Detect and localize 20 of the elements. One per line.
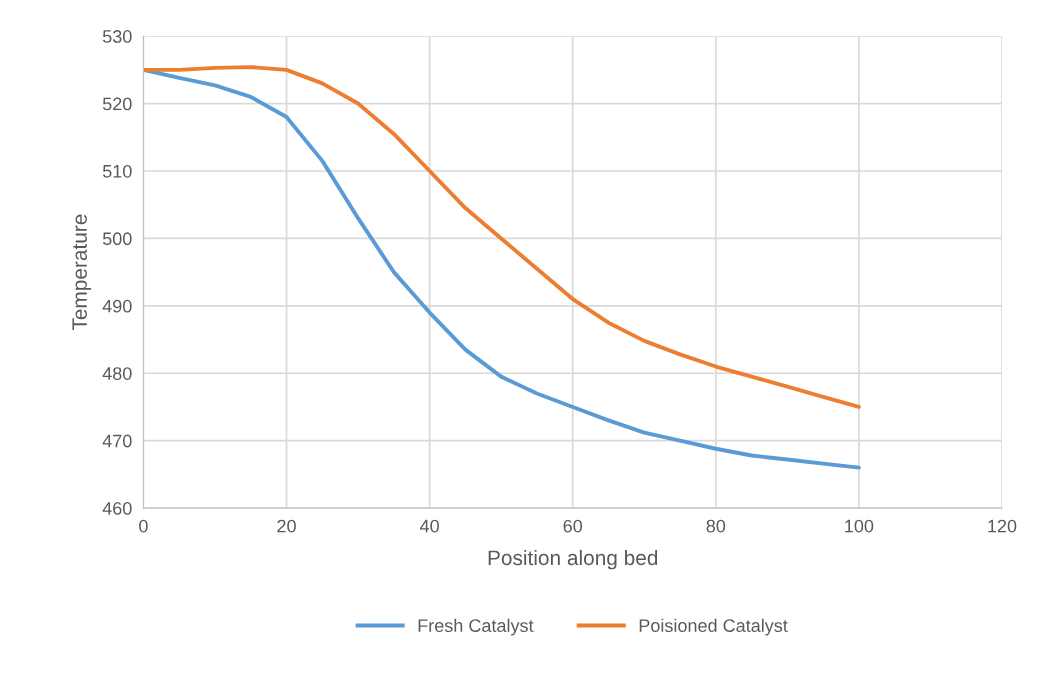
y-tick-label: 470 xyxy=(102,434,132,448)
x-axis-title: Position along bed xyxy=(488,549,658,570)
line-series xyxy=(143,65,861,409)
legend-label: Fresh Catalyst xyxy=(418,618,534,636)
x-tick-label: 80 xyxy=(706,519,726,533)
x-tick-label: 100 xyxy=(845,519,874,533)
x-tick-label: 0 xyxy=(139,519,148,533)
x-tick-label: 120 xyxy=(988,519,1017,533)
y-tick-label: 510 xyxy=(102,164,132,178)
x-tick-label: 40 xyxy=(419,519,439,533)
x-tick-label: 60 xyxy=(563,519,583,533)
y-tick-label: 530 xyxy=(102,30,132,43)
y-tick-label: 500 xyxy=(102,232,132,246)
legend-label: Poisioned Catalyst xyxy=(639,618,788,636)
y-tick-label: 460 xyxy=(102,502,132,515)
y-tick-label: 520 xyxy=(102,97,132,111)
x-tick-label: 20 xyxy=(277,519,296,533)
y-tick-label: 490 xyxy=(102,299,132,313)
y-axis-title: Temperature xyxy=(72,214,92,331)
y-tick-label: 480 xyxy=(102,367,132,380)
